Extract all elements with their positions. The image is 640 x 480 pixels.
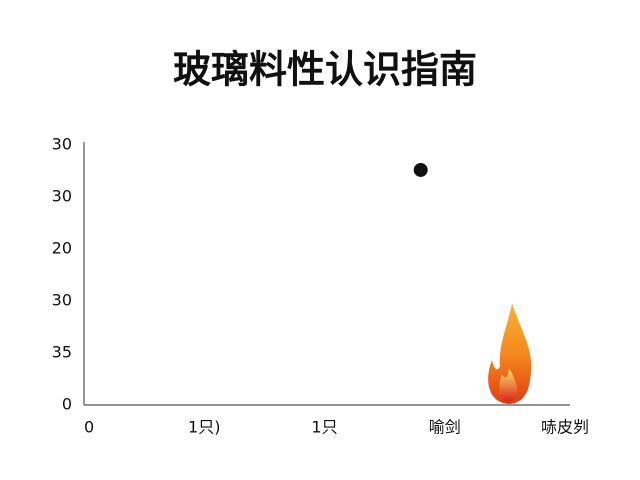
flame-icon xyxy=(488,303,532,404)
x-tick-label: 1只 xyxy=(311,418,337,437)
chart-title: 玻璃料性认识指南 xyxy=(173,48,477,92)
y-tick-label: 30 xyxy=(52,291,72,310)
x-tick-label: 喻剑 xyxy=(429,418,461,437)
y-tick-label: 20 xyxy=(52,239,72,258)
y-tick-label: 30 xyxy=(52,135,72,154)
x-tick-label: 1只) xyxy=(188,418,220,437)
x-tick-label: 0 xyxy=(84,418,94,437)
y-tick-label: 35 xyxy=(52,343,72,362)
highlight-point xyxy=(413,162,428,177)
y-tick-label: 0 xyxy=(62,395,72,414)
x-tick-label: 哧皮刿 xyxy=(541,418,589,437)
y-tick-label: 30 xyxy=(52,187,72,206)
